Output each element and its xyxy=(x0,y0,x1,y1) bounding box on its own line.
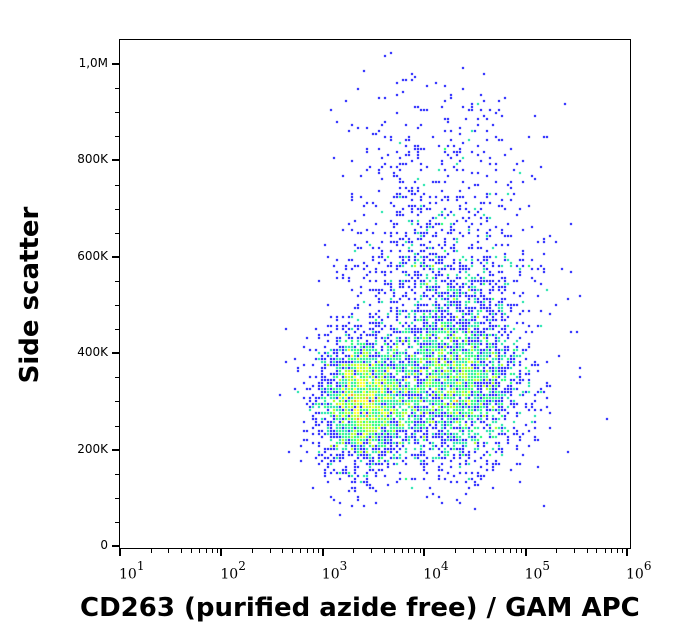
x-minor-tick xyxy=(198,549,200,553)
x-major-tick xyxy=(423,549,426,556)
y-minor-tick xyxy=(115,401,120,403)
x-minor-tick xyxy=(216,549,218,553)
x-minor-tick xyxy=(307,549,309,553)
x-tick-label: 103 xyxy=(321,559,348,583)
y-minor-tick xyxy=(115,208,120,210)
x-minor-tick xyxy=(604,549,606,553)
x-major-tick xyxy=(321,549,324,556)
plot-area xyxy=(119,39,631,549)
x-minor-tick xyxy=(520,549,522,553)
x-minor-tick xyxy=(509,549,511,553)
y-tick-label: 400K xyxy=(77,345,108,360)
x-minor-tick xyxy=(181,549,183,553)
x-tick-label: 101 xyxy=(119,559,145,583)
x-minor-tick xyxy=(393,549,395,553)
x-minor-tick xyxy=(454,549,456,553)
x-minor-tick xyxy=(472,549,474,553)
x-minor-tick xyxy=(251,549,253,553)
x-minor-tick xyxy=(617,549,619,553)
x-minor-tick xyxy=(150,549,152,553)
y-minor-tick xyxy=(115,136,120,138)
y-minor-tick xyxy=(115,377,120,379)
x-minor-tick xyxy=(503,549,505,553)
x-minor-tick xyxy=(419,549,421,553)
x-minor-tick xyxy=(586,549,588,553)
y-tick-label: 1,0M xyxy=(78,56,108,70)
x-minor-tick xyxy=(190,549,192,553)
x-tick-label: 105 xyxy=(524,559,551,583)
x-major-tick xyxy=(220,549,223,556)
x-tick-label: 106 xyxy=(626,559,652,583)
x-tick-label: 104 xyxy=(423,559,449,583)
x-minor-tick xyxy=(269,549,271,553)
y-major-tick xyxy=(112,545,120,547)
x-minor-tick xyxy=(205,549,207,553)
x-minor-tick xyxy=(515,549,517,553)
y-minor-tick xyxy=(115,329,120,331)
x-major-tick xyxy=(626,549,628,556)
x-minor-tick xyxy=(371,549,373,553)
y-major-tick xyxy=(112,159,120,162)
x-minor-tick xyxy=(168,549,170,553)
x-minor-tick xyxy=(573,549,575,553)
x-minor-tick xyxy=(408,549,410,553)
x-minor-tick xyxy=(312,549,314,553)
x-minor-tick xyxy=(556,549,558,553)
x-minor-tick xyxy=(495,549,497,553)
x-minor-tick xyxy=(622,549,624,553)
y-axis-label: Side scatter xyxy=(15,206,45,384)
x-major-tick xyxy=(524,549,527,556)
y-major-tick xyxy=(112,63,120,65)
x-major-tick xyxy=(119,549,121,556)
x-minor-tick xyxy=(282,549,284,553)
y-minor-tick xyxy=(115,497,120,499)
y-major-tick xyxy=(112,448,120,451)
x-minor-tick xyxy=(383,549,385,553)
x-minor-tick xyxy=(485,549,487,553)
x-minor-tick xyxy=(300,549,302,553)
x-minor-tick xyxy=(353,549,355,553)
y-minor-tick xyxy=(115,280,120,282)
y-major-tick xyxy=(112,255,120,258)
x-minor-tick xyxy=(414,549,416,553)
x-tick-label: 102 xyxy=(220,559,246,583)
x-minor-tick xyxy=(401,549,403,553)
x-minor-tick xyxy=(611,549,613,553)
y-tick-label: 0 xyxy=(100,538,108,552)
y-tick-label: 600K xyxy=(77,248,108,263)
y-major-tick xyxy=(112,352,120,355)
y-minor-tick xyxy=(115,88,120,90)
x-axis-label: CD263 (purified azide free) / GAM APC xyxy=(80,593,640,623)
y-minor-tick xyxy=(115,521,120,523)
x-minor-tick xyxy=(318,549,320,553)
x-minor-tick xyxy=(596,549,598,553)
y-tick-label: 200K xyxy=(77,441,108,456)
x-minor-tick xyxy=(292,549,294,553)
x-minor-tick xyxy=(211,549,213,553)
y-minor-tick xyxy=(115,425,120,427)
y-minor-tick xyxy=(115,184,120,186)
y-minor-tick xyxy=(115,473,120,475)
y-tick-label: 800K xyxy=(77,152,108,167)
y-minor-tick xyxy=(115,112,120,114)
y-minor-tick xyxy=(115,305,120,306)
y-minor-tick xyxy=(115,232,120,234)
scatter-density-plot xyxy=(120,40,630,548)
